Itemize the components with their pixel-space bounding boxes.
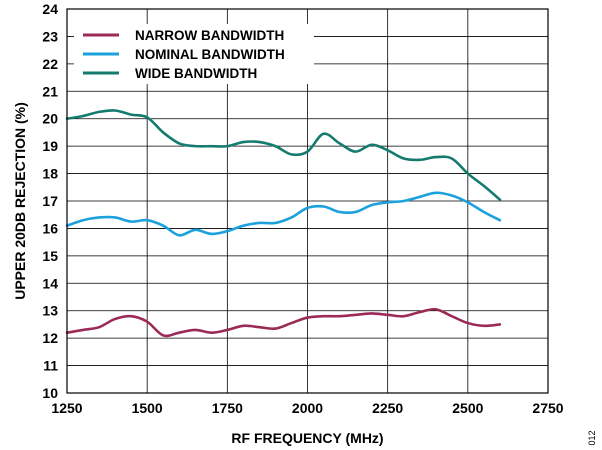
y-tick-label: 19 — [42, 138, 58, 154]
y-tick-label: 22 — [42, 56, 58, 72]
x-axis-title: RF FREQUENCY (MHz) — [231, 430, 383, 446]
y-tick-label: 20 — [42, 111, 58, 127]
y-tick-label: 11 — [43, 358, 58, 374]
y-tick-label: 23 — [42, 28, 58, 44]
x-tick-label: 2500 — [452, 400, 483, 416]
series-line-3 — [65, 109, 502, 201]
legend-label: NARROW BANDWIDTH — [135, 28, 284, 43]
x-tick-label: 1250 — [51, 400, 82, 416]
y-tick-label: 12 — [42, 330, 58, 346]
plot-frame — [66, 8, 549, 394]
y-tick-label: 24 — [42, 1, 58, 17]
series-layer — [65, 109, 502, 338]
series-line-1 — [65, 307, 502, 338]
y-tick-label: 18 — [42, 166, 58, 182]
y-tick-label: 10 — [42, 385, 58, 401]
y-axis-title: UPPER 20DB REJECTION (%) — [12, 102, 28, 300]
y-tick-label: 15 — [42, 248, 58, 264]
x-tick-label: 1750 — [212, 400, 243, 416]
y-tick-label: 17 — [42, 193, 58, 209]
y-tick-label: 14 — [42, 275, 58, 291]
y-tick-label: 13 — [42, 303, 58, 319]
x-tick-labels: 1250 1500 1750 2000 2250 2500 2750 — [51, 400, 563, 416]
legend-label: WIDE BANDWIDTH — [135, 66, 257, 81]
x-tick-label: 2000 — [292, 400, 323, 416]
x-tick-label: 1500 — [132, 400, 163, 416]
legend: NARROW BANDWIDTH NOMINAL BANDWIDTH WIDE BA… — [74, 24, 314, 84]
legend-label: NOMINAL BANDWIDTH — [135, 47, 285, 62]
y-tick-label: 16 — [42, 220, 58, 236]
x-tick-label: 2750 — [532, 400, 563, 416]
y-tick-labels: 10 11 12 13 14 15 16 17 18 19 20 21 22 23 24 — [42, 1, 58, 401]
series-line-2 — [65, 191, 502, 237]
figure-number: 012 — [587, 430, 597, 445]
x-tick-label: 2250 — [372, 400, 403, 416]
y-tick-label: 21 — [42, 83, 58, 99]
